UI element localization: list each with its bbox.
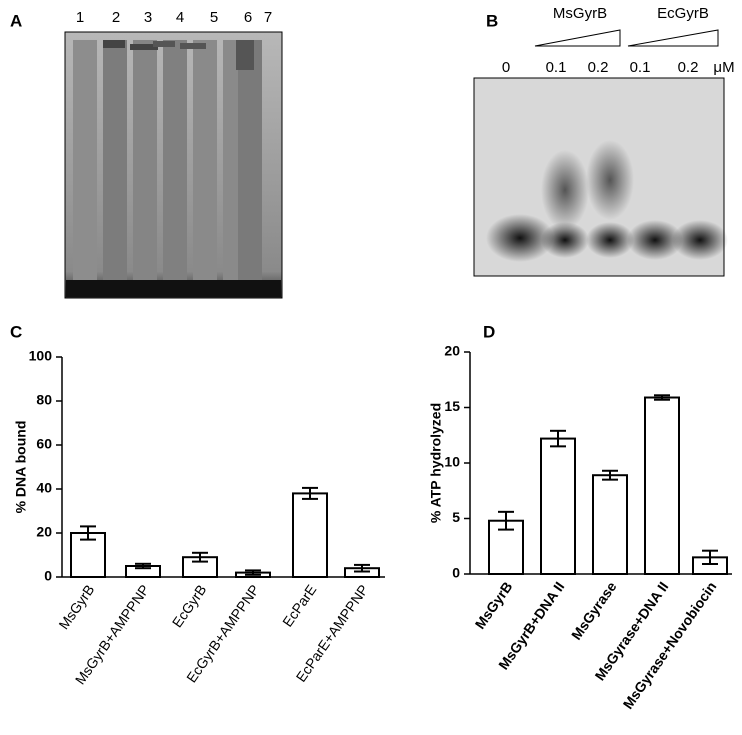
- bar: [592, 474, 628, 575]
- y-tick-label: 20: [36, 524, 52, 540]
- lane-label: 3: [144, 9, 152, 26]
- lane-label: 0.2: [678, 59, 699, 76]
- y-tick-label: 60: [36, 436, 52, 452]
- y-tick-label: 80: [36, 392, 52, 408]
- panel-label: A: [10, 11, 22, 30]
- y-tick-label: 10: [444, 454, 460, 470]
- bar: [540, 437, 576, 575]
- x-tick-label: EcParE: [279, 582, 319, 630]
- y-tick-label: 5: [452, 509, 460, 525]
- bar: [292, 492, 328, 578]
- x-tick-label: EcGyrB: [169, 582, 210, 631]
- lane-label: 5: [210, 9, 218, 26]
- y-axis-label: % ATP hydrolyzed: [428, 403, 444, 523]
- y-tick-label: 0: [44, 568, 52, 584]
- lane-label: 1: [76, 9, 84, 26]
- y-tick-label: 40: [36, 480, 52, 496]
- x-tick-label: MsGyrase: [568, 578, 620, 642]
- y-axis-label: % DNA bound: [13, 421, 29, 514]
- group-label: MsGyrB: [553, 5, 607, 22]
- lane-label: 0.1: [546, 59, 567, 76]
- lane-label: 0: [502, 59, 510, 76]
- gel-b: [473, 29, 728, 277]
- panel-label: C: [10, 322, 22, 341]
- x-tick-label: MsGyrB: [55, 582, 97, 633]
- gel-a: [64, 31, 283, 299]
- y-tick-label: 20: [444, 343, 460, 359]
- lane-label: 2: [112, 9, 120, 26]
- y-tick-label: 15: [444, 398, 460, 414]
- lane-label: 4: [176, 9, 184, 26]
- lane-label: 0.1: [630, 59, 651, 76]
- lane-label: 7: [264, 9, 272, 26]
- y-tick-label: 100: [29, 348, 53, 364]
- y-tick-label: 0: [452, 565, 460, 581]
- lane-label: 6: [244, 9, 252, 26]
- panel-label: D: [483, 322, 495, 341]
- unit-label: μM: [713, 59, 734, 76]
- group-label: EcGyrB: [657, 5, 709, 22]
- lane-label: 0.2: [588, 59, 609, 76]
- panel-label: B: [486, 11, 498, 30]
- x-tick-label: MsGyrase+Novobiocin: [620, 579, 720, 712]
- x-tick-label: MsGyrB: [472, 579, 516, 632]
- bar: [644, 396, 680, 576]
